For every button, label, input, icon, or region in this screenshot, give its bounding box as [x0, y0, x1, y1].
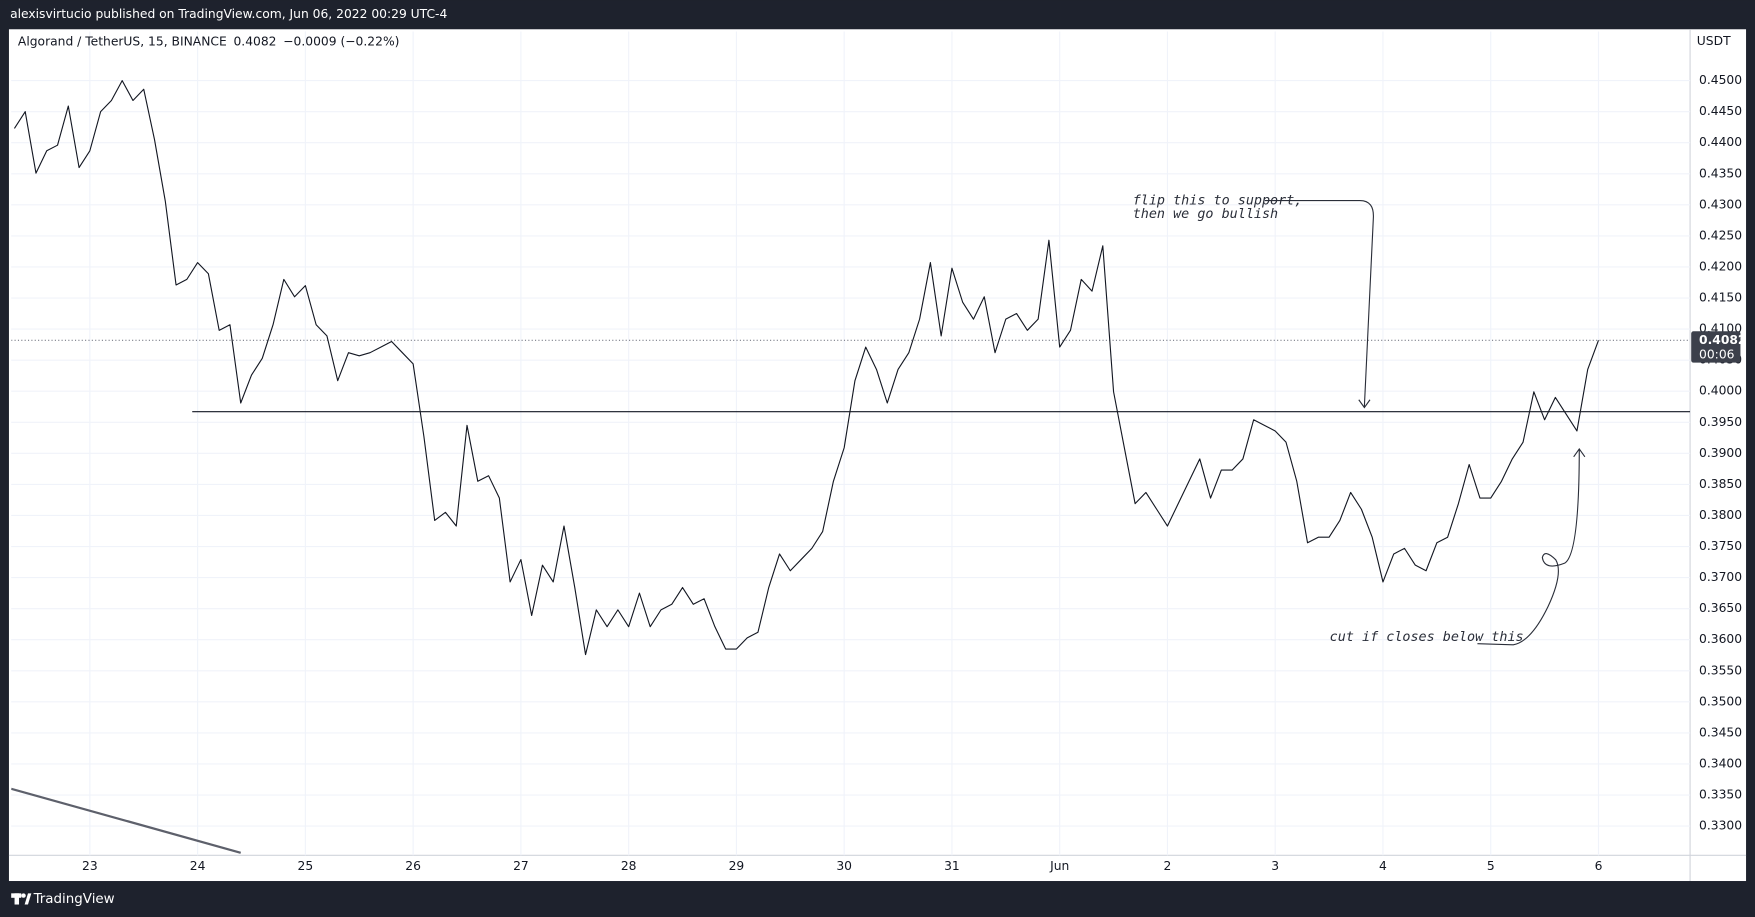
- x-tick-label: 5: [1487, 859, 1495, 873]
- x-tick-label: 2: [1164, 859, 1172, 873]
- y-tick-label: 0.3550: [1699, 663, 1742, 677]
- footer-logo: [11, 893, 32, 905]
- x-tick-label: 29: [729, 859, 745, 873]
- y-tick-label: 0.4400: [1699, 135, 1742, 149]
- legend-symbol: Algorand / TetherUS, 15, BINANCE 0.4082 −0…: [18, 34, 400, 48]
- x-tick-label: 4: [1379, 859, 1387, 873]
- y-tick-label: 0.3500: [1699, 694, 1742, 708]
- y-tick-label: 0.3650: [1699, 601, 1742, 615]
- y-tick-label: 0.4500: [1699, 73, 1742, 87]
- y-tick-label: 0.3850: [1699, 477, 1742, 491]
- x-tick-label: 31: [944, 859, 960, 873]
- trend-line: [11, 787, 242, 854]
- y-tick-label: 0.3900: [1699, 446, 1742, 460]
- logo-part: [21, 893, 26, 898]
- unit: USDT: [1697, 34, 1731, 48]
- y-tick-label: 0.4150: [1699, 291, 1742, 305]
- x-tick-label: 24: [190, 859, 206, 873]
- y-tick-label: 0.3700: [1699, 570, 1742, 584]
- footer: TradingView: [33, 892, 115, 907]
- grid: [11, 31, 1691, 856]
- price-label: 0.4082: [1699, 333, 1746, 347]
- x-tick-label: 6: [1595, 859, 1603, 873]
- x-tick-label: Jun: [1049, 859, 1069, 873]
- y-tick-label: 0.3450: [1699, 725, 1742, 739]
- price-line: [13, 80, 1600, 656]
- y-tick-label: 0.4300: [1699, 197, 1742, 211]
- y-tick-label: 0.4000: [1699, 384, 1742, 398]
- x-tick-label: 3: [1271, 859, 1279, 873]
- y-tick-label: 0.3950: [1699, 415, 1742, 429]
- price-label-box: [1691, 331, 1741, 363]
- annotation-arrow: [1477, 448, 1586, 646]
- y-tick-label: 0.4250: [1699, 228, 1742, 242]
- y-tick-label: 0.3800: [1699, 508, 1742, 522]
- logo-part: [14, 893, 20, 905]
- annotation: flip this to support,: [1133, 194, 1303, 209]
- chart-panel: [8, 29, 1747, 882]
- y-tick-label: 0.3750: [1699, 539, 1742, 553]
- labels: 0.3300 0.3350 0.3400 0.3450 0.3500 0.3550 0.36…: [82, 73, 1746, 873]
- y-tick-label: 0.3600: [1699, 632, 1742, 646]
- x-tick-label: 28: [621, 859, 637, 873]
- x-tick-label: 27: [513, 859, 529, 873]
- annotation: cut if closes below this: [1330, 630, 1524, 645]
- y-tick-label: 0.4450: [1699, 104, 1742, 118]
- y-tick-label: 0.3300: [1699, 819, 1742, 833]
- x-tick-label: 25: [298, 859, 314, 873]
- header: alexisvirtucio published on TradingView.…: [10, 7, 447, 21]
- plot: [11, 80, 1691, 854]
- x-tick-label: 26: [405, 859, 421, 873]
- annotation: then we go bullish: [1133, 207, 1278, 222]
- legend-last: 0.4082: [233, 34, 276, 48]
- y-tick-label: 0.4200: [1699, 259, 1742, 273]
- legend-name: Algorand / TetherUS, 15, BINANCE: [18, 34, 227, 48]
- x-tick-label: 30: [836, 859, 852, 873]
- logo-part: [24, 893, 32, 905]
- y-tick-label: 0.3400: [1699, 756, 1742, 770]
- annotation-arrow: [1264, 199, 1374, 409]
- x-tick-label: 23: [82, 859, 98, 873]
- legend-change: −0.0009 (−0.22%): [283, 34, 399, 48]
- y-tick-label: 0.3350: [1699, 788, 1742, 802]
- y-tick-label: 0.4350: [1699, 166, 1742, 180]
- countdown-label: 00:06: [1699, 347, 1735, 361]
